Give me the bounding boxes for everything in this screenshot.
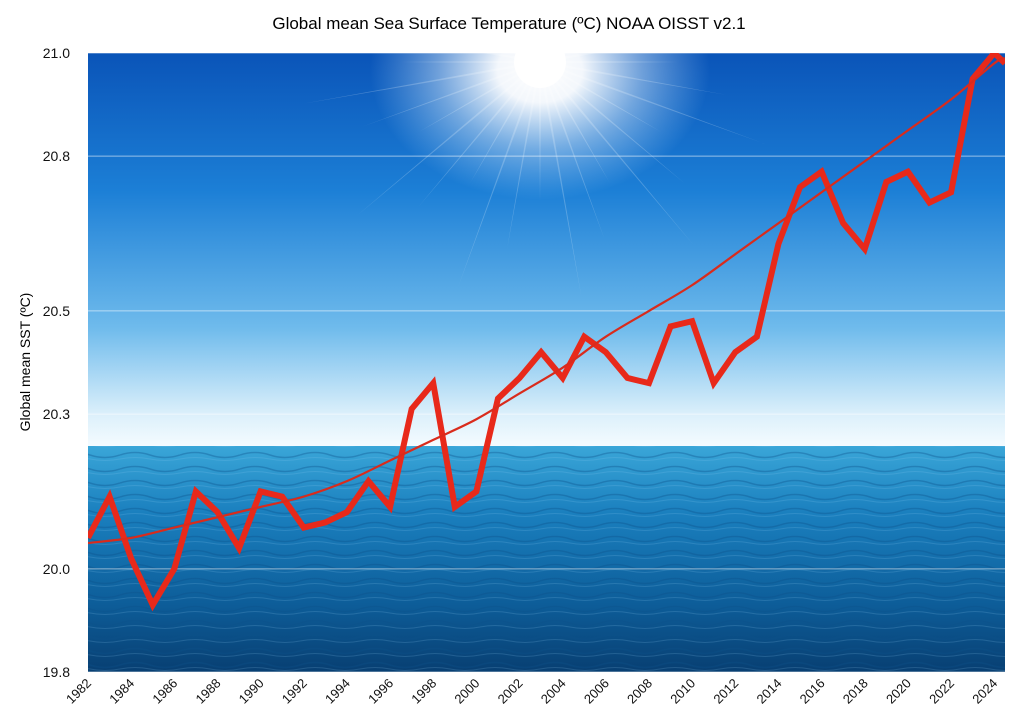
x-tick-label: 2002 <box>495 676 526 707</box>
y-tick-label: 20.5 <box>43 303 70 319</box>
sun-ray <box>498 0 537 43</box>
sun-ray <box>557 53 558 54</box>
y-axis-ticks: 19.8 20.0 20.3 20.5 20.8 21.0 <box>43 45 70 680</box>
series-line-trend <box>88 57 1005 545</box>
sun-icon <box>514 53 566 88</box>
sun-ray <box>546 0 622 44</box>
sun-ray <box>558 53 569 57</box>
x-tick-label: 2018 <box>840 676 871 707</box>
x-tick-label: 1986 <box>149 676 180 707</box>
chart-title: Global mean Sea Surface Temperature (ºC)… <box>272 14 746 33</box>
x-tick-label: 2012 <box>710 676 741 707</box>
x-tick-label: 2020 <box>883 676 914 707</box>
x-tick-label: 1988 <box>193 676 224 707</box>
series-layer <box>88 53 1005 612</box>
x-tick-label: 2006 <box>581 676 612 707</box>
sun-ray <box>555 0 724 50</box>
x-tick-label: 2016 <box>797 676 828 707</box>
y-tick-label: 20.3 <box>43 406 70 422</box>
x-tick-label: 2022 <box>926 676 957 707</box>
x-tick-label: 1994 <box>322 676 353 707</box>
x-tick-label: 1996 <box>365 676 396 707</box>
grid-lines <box>88 52 1005 673</box>
y-tick-label: 20.0 <box>43 561 70 577</box>
x-tick-label: 2008 <box>624 676 655 707</box>
sun-ray <box>394 0 525 50</box>
sea-waves <box>88 446 1005 672</box>
sun-ray <box>470 0 531 45</box>
x-tick-label: 1990 <box>236 676 267 707</box>
x-tick-label: 2010 <box>667 676 698 707</box>
x-tick-label: 2014 <box>754 676 785 707</box>
x-tick-label: 1992 <box>279 676 310 707</box>
plot-background <box>88 0 1005 672</box>
sun-ray <box>539 0 541 42</box>
x-tick-label: 1984 <box>106 676 137 707</box>
sun-ray <box>511 53 522 57</box>
y-tick-label: 20.8 <box>43 148 70 164</box>
sun-ray <box>542 0 573 43</box>
sun-ray <box>386 0 528 47</box>
x-tick-label: 1982 <box>63 676 94 707</box>
x-axis-ticks: 1982 1984 1986 1988 1990 1992 1994 1996 1998 2000… <box>63 676 1000 707</box>
x-tick-label: 2024 <box>969 676 1000 707</box>
x-tick-label: 2000 <box>451 676 482 707</box>
sun-glow <box>370 53 710 200</box>
x-tick-label: 1998 <box>408 676 439 707</box>
sun-ray <box>475 0 534 44</box>
sun-ray <box>549 0 610 45</box>
sun-ray <box>552 0 662 47</box>
sun-ray <box>522 53 523 54</box>
y-tick-label: 21.0 <box>43 45 70 61</box>
x-tick-label: 2004 <box>538 676 569 707</box>
series-line-annual-sst <box>88 53 1005 612</box>
y-tick-label: 19.8 <box>43 664 70 680</box>
